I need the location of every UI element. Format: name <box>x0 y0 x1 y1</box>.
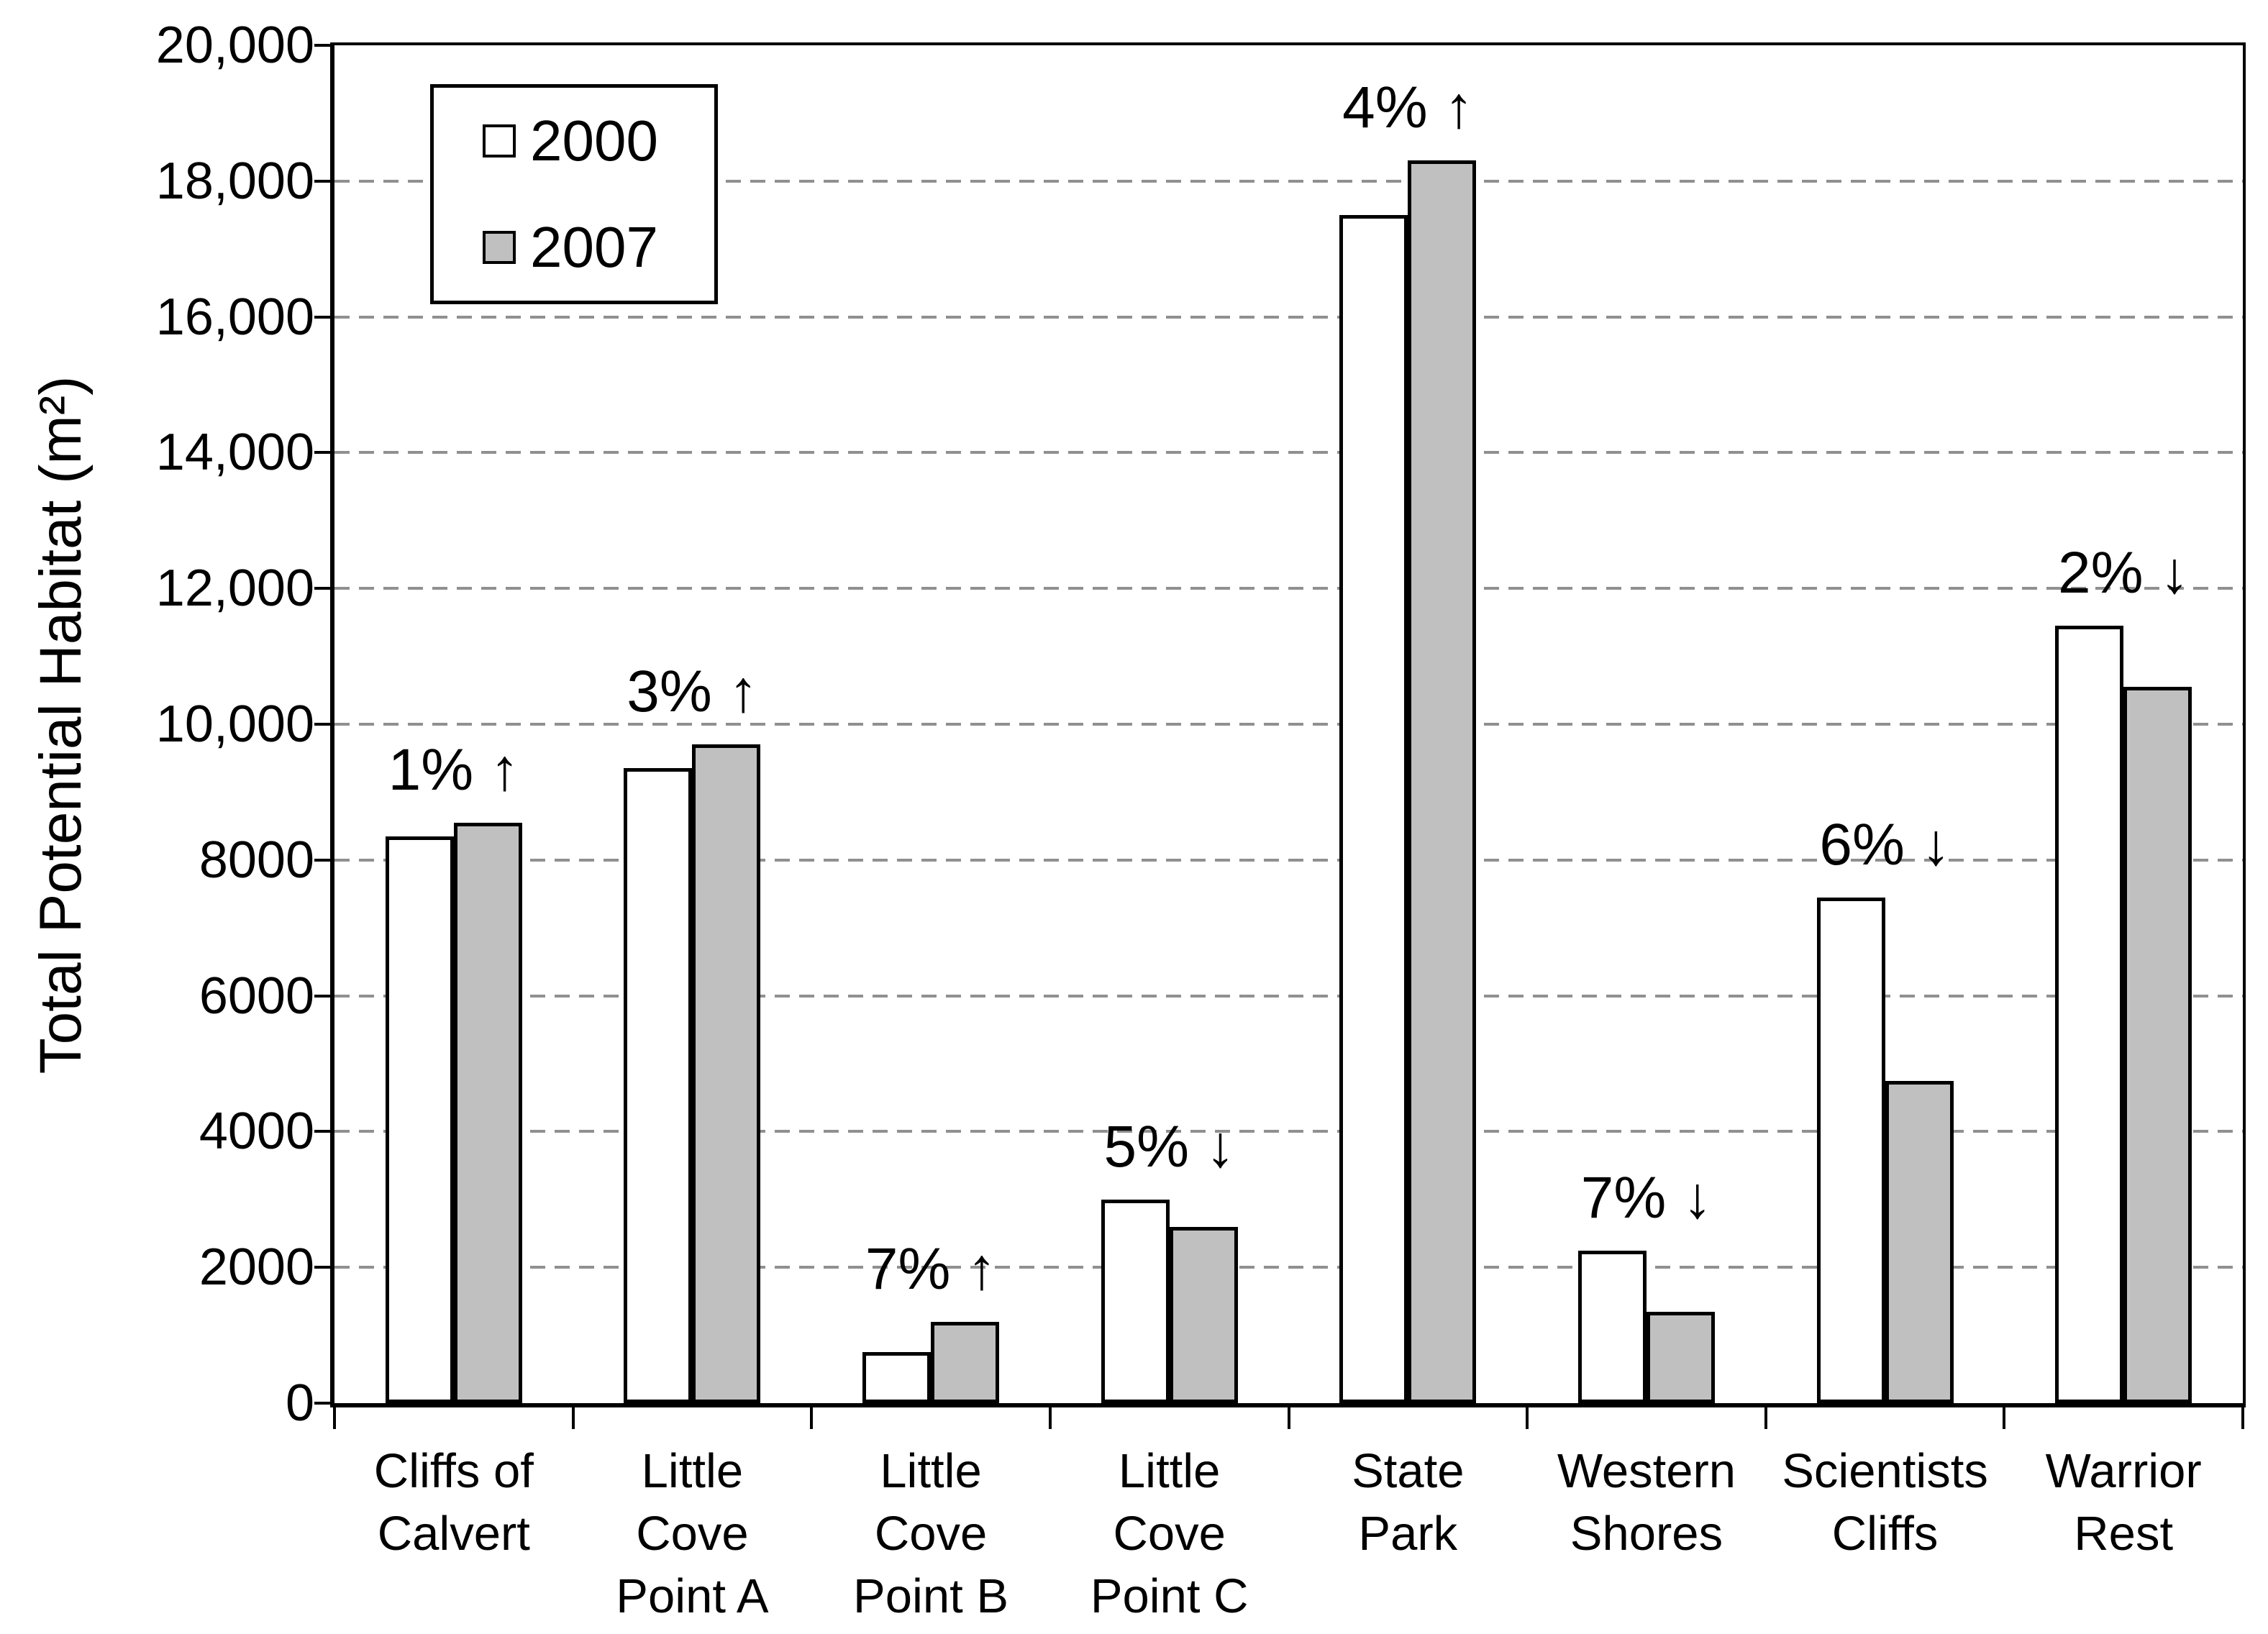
x-tick-6 <box>1764 1407 1767 1429</box>
gridline-6000 <box>334 994 2243 998</box>
x-category-label-cliffs-of-calvert: Cliffs of Calvert <box>373 1444 534 1561</box>
y-tick-0 <box>314 1402 332 1405</box>
y-tick-label-10000: 10,000 <box>155 695 314 753</box>
x-tick-7 <box>2003 1407 2006 1429</box>
legend: 2000 2007 <box>430 84 718 304</box>
gridline-18000 <box>334 179 2243 183</box>
y-tick-label-18000: 18,000 <box>155 152 314 210</box>
x-tick-8 <box>2241 1407 2244 1429</box>
gridline-10000 <box>334 723 2243 726</box>
y-tick-label-14000: 14,000 <box>155 424 314 482</box>
y-tick-10000 <box>314 723 332 726</box>
bar-warrior-rest-2000 <box>2055 626 2124 1403</box>
y-tick-2000 <box>314 1266 332 1269</box>
y-tick-label-6000: 6000 <box>199 967 314 1025</box>
gridline-16000 <box>334 315 2243 319</box>
bar-little-cove-point-a-2000 <box>624 768 693 1403</box>
bar-little-cove-point-b-2007 <box>931 1321 1000 1403</box>
gridline-14000 <box>334 451 2243 455</box>
annotation-cliffs-of-calvert: 1% ↑ <box>388 736 519 803</box>
x-category-label-little-cove-point-c: Little Cove Point C <box>1090 1444 1249 1623</box>
bar-cliffs-of-calvert-2000 <box>385 836 454 1403</box>
y-tick-12000 <box>314 587 332 590</box>
gridline-8000 <box>334 858 2243 862</box>
bar-little-cove-point-c-2007 <box>1169 1226 1238 1403</box>
bar-little-cove-point-b-2000 <box>862 1352 932 1403</box>
y-tick-18000 <box>314 179 332 183</box>
bar-cliffs-of-calvert-2007 <box>453 822 522 1403</box>
annotation-little-cove-point-a: 3% ↑ <box>627 659 758 725</box>
annotation-western-shores: 7% ↓ <box>1580 1164 1713 1231</box>
y-tick-label-16000: 16,000 <box>155 288 314 346</box>
bar-little-cove-point-c-2000 <box>1101 1199 1170 1403</box>
x-category-label-western-shores: Western Shores <box>1557 1444 1736 1561</box>
y-tick-label-20000: 20,000 <box>155 17 314 74</box>
x-category-label-little-cove-point-a: Little Cove Point A <box>616 1444 769 1623</box>
legend-swatch-2000 <box>483 124 516 158</box>
y-tick-20000 <box>314 44 332 47</box>
y-tick-label-2000: 2000 <box>199 1238 314 1297</box>
x-tick-4 <box>1287 1407 1290 1429</box>
x-category-label-warrior-rest: Warrior Rest <box>2045 1444 2202 1561</box>
y-tick-label-4000: 4000 <box>199 1103 314 1161</box>
x-category-label-state-park: State Park <box>1352 1444 1465 1561</box>
legend-swatch-2007 <box>483 231 516 264</box>
annotation-warrior-rest: 2% ↓ <box>2058 540 2190 606</box>
x-category-label-scientists-cliffs: Scientists Cliffs <box>1782 1444 1988 1561</box>
x-tick-2 <box>810 1407 814 1429</box>
bar-state-park-2007 <box>1408 160 1477 1403</box>
x-category-label-little-cove-point-b: Little Cove Point B <box>853 1444 1009 1623</box>
gridline-2000 <box>334 1266 2243 1269</box>
x-tick-0 <box>333 1407 336 1429</box>
bar-little-cove-point-a-2007 <box>692 744 761 1403</box>
legend-item-2007: 2007 <box>434 194 714 301</box>
bar-scientists-cliffs-2007 <box>1885 1080 1954 1403</box>
bar-western-shores-2007 <box>1646 1311 1715 1403</box>
legend-item-2000: 2000 <box>434 88 714 194</box>
y-tick-label-12000: 12,000 <box>155 560 314 618</box>
bar-warrior-rest-2007 <box>2123 687 2192 1403</box>
annotation-little-cove-point-b: 7% ↑ <box>865 1236 997 1302</box>
bar-scientists-cliffs-2000 <box>1816 897 1885 1403</box>
legend-label-2007: 2007 <box>530 215 658 279</box>
y-tick-4000 <box>314 1130 332 1133</box>
x-tick-1 <box>571 1407 575 1429</box>
x-tick-5 <box>1526 1407 1529 1429</box>
gridline-4000 <box>334 1130 2243 1133</box>
bar-state-park-2000 <box>1339 215 1408 1403</box>
y-tick-16000 <box>314 315 332 319</box>
legend-label-2000: 2000 <box>530 109 658 173</box>
y-tick-label-8000: 8000 <box>199 831 314 889</box>
bar-western-shores-2000 <box>1577 1250 1647 1403</box>
x-tick-3 <box>1048 1407 1052 1429</box>
y-tick-14000 <box>314 451 332 455</box>
gridline-12000 <box>334 587 2243 590</box>
y-tick-6000 <box>314 994 332 998</box>
annotation-little-cove-point-c: 5% ↓ <box>1103 1113 1235 1179</box>
y-tick-label-0: 0 <box>285 1374 314 1432</box>
annotation-state-park: 4% ↑ <box>1342 75 1474 141</box>
y-tick-8000 <box>314 858 332 862</box>
annotation-scientists-cliffs: 6% ↓ <box>1819 811 1951 877</box>
